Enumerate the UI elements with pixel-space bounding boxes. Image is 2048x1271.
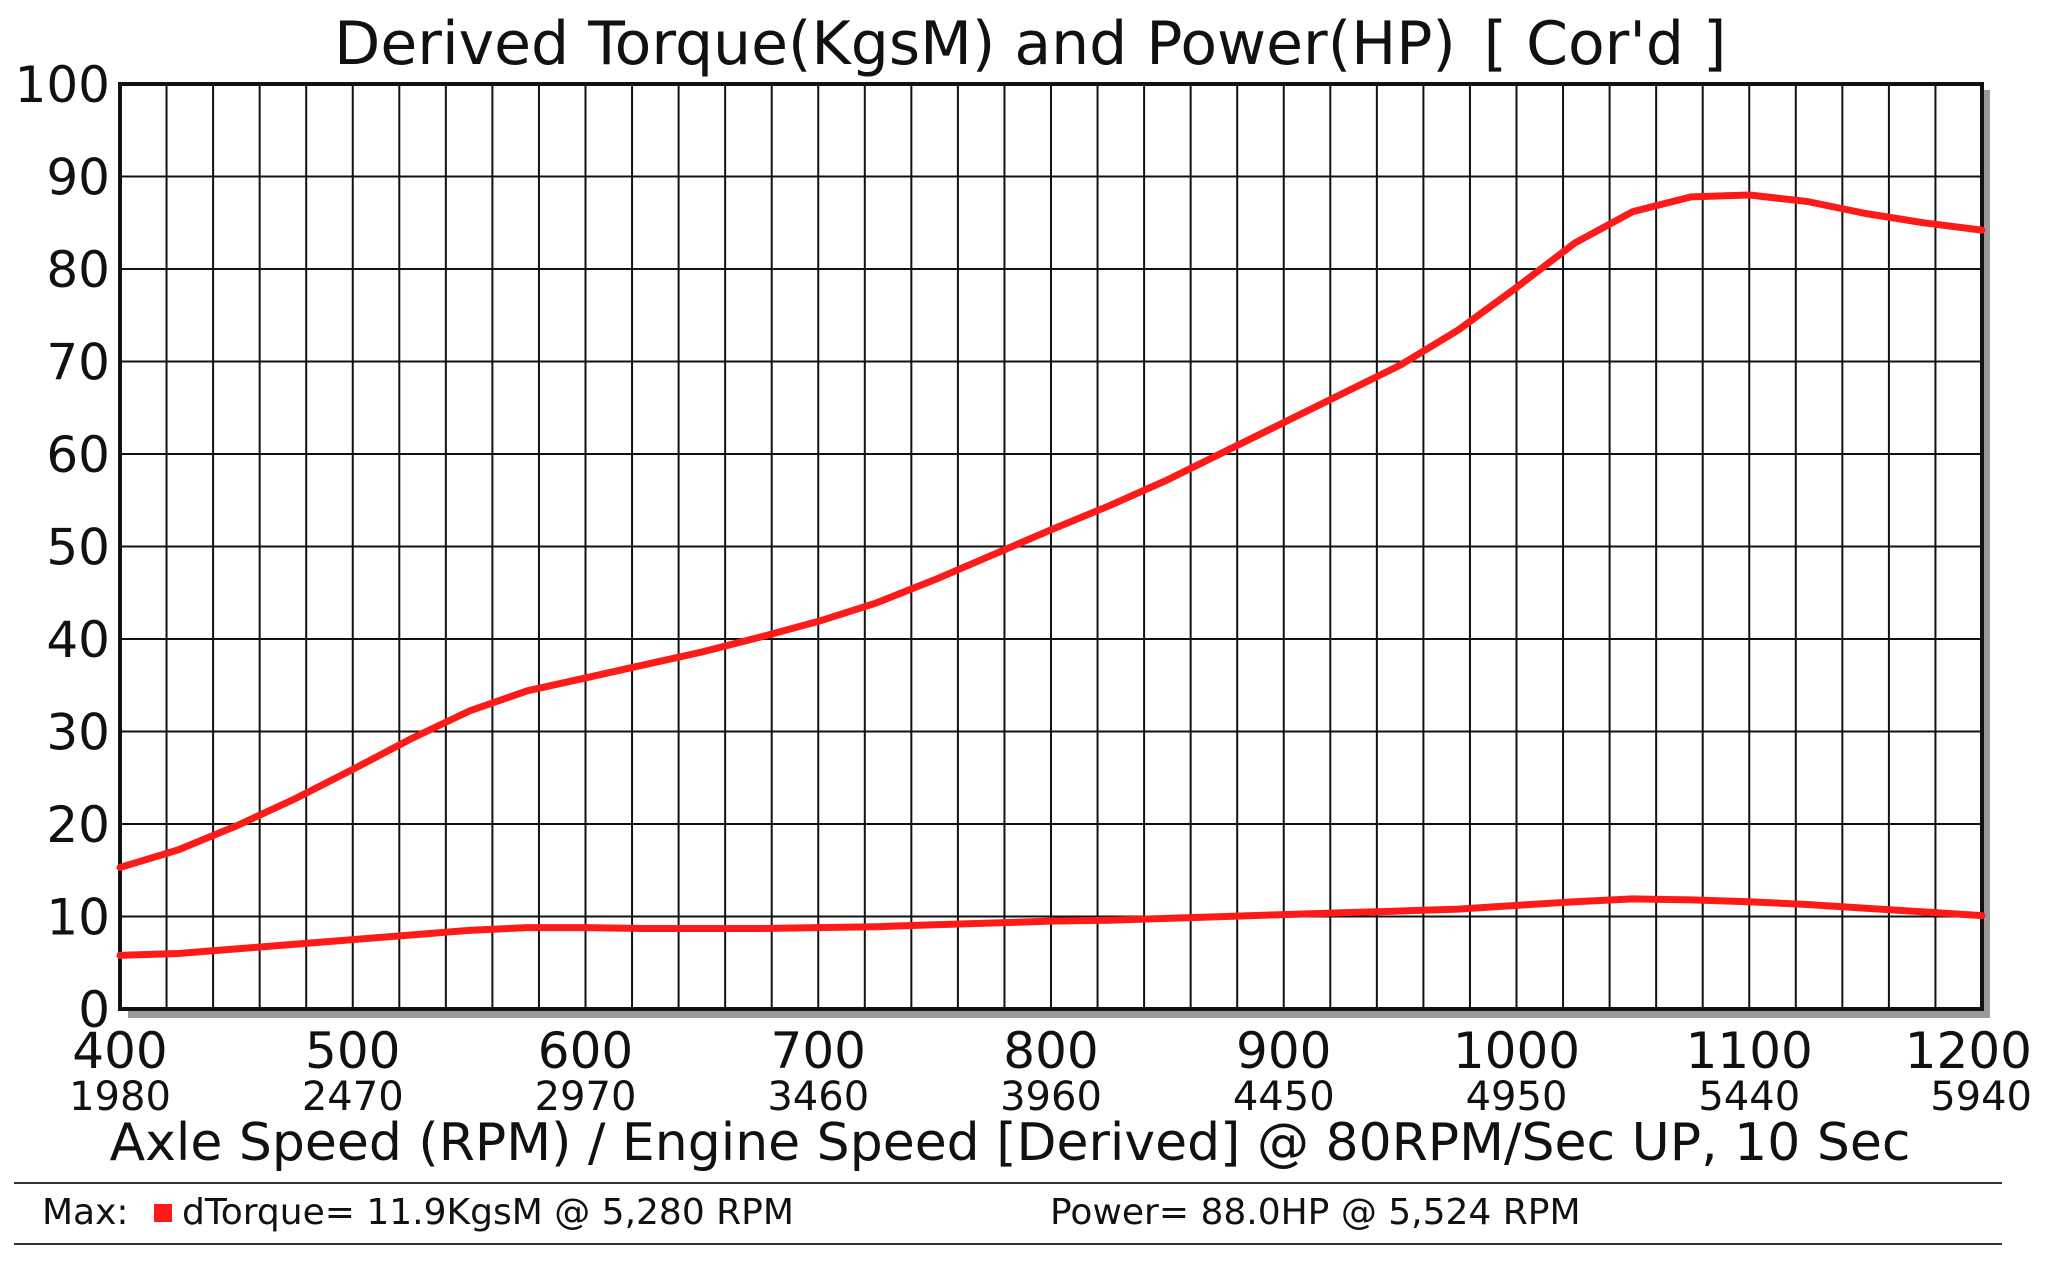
- series-layer: [116, 191, 1986, 959]
- y-tick-label: 60: [46, 426, 110, 484]
- x-tick-label: 700: [771, 1022, 866, 1080]
- x-tick-sublabel: 4950: [1466, 1074, 1568, 1120]
- footer-torque-max: dTorque= 11.9KgsM @ 5,280 RPM: [182, 1192, 794, 1233]
- x-tick-sublabel: 3960: [1000, 1074, 1102, 1120]
- x-tick-label: 500: [305, 1022, 400, 1080]
- series-line-dtorque: [116, 895, 1986, 959]
- y-tick-label: 0: [78, 981, 110, 1039]
- y-tick-label: 100: [15, 56, 110, 114]
- x-tick-label: 600: [538, 1022, 633, 1080]
- x-tick-sublabel: 3460: [767, 1074, 869, 1120]
- x-tick-sublabel: 4450: [1233, 1074, 1335, 1120]
- y-tick-label: 10: [46, 889, 110, 947]
- y-tick-label: 20: [46, 796, 110, 854]
- x-tick-label: 800: [1003, 1022, 1098, 1080]
- series-line-power: [116, 191, 1986, 871]
- x-tick-sublabel: 2470: [302, 1074, 404, 1120]
- y-tick-label: 90: [46, 149, 110, 207]
- y-tick-label: 30: [46, 704, 110, 762]
- y-tick-label: 80: [46, 241, 110, 299]
- x-tick-label: 1200: [1905, 1022, 2032, 1080]
- x-tick-label: 400: [72, 1022, 167, 1080]
- x-tick-label: 900: [1236, 1022, 1331, 1080]
- footer-power-max: Power= 88.0HP @ 5,524 RPM: [1050, 1192, 1581, 1233]
- grid-lines: [120, 84, 1982, 1009]
- y-tick-label: 70: [46, 334, 110, 392]
- x-tick-sublabel: 2970: [535, 1074, 637, 1120]
- x-axis-label: Axle Speed (RPM) / Engine Speed [Derived…: [110, 1113, 1911, 1173]
- y-tick-labels: 0 10 20 30 40 50 60 70 80 90 100: [15, 56, 110, 1039]
- x-tick-label: 1100: [1686, 1022, 1813, 1080]
- chart-title: Derived Torque(KgsM) and Power(HP): [334, 9, 1456, 79]
- footer-max-label: Max:: [42, 1192, 129, 1233]
- y-tick-label: 50: [46, 519, 110, 577]
- x-tick-sublabel: 5940: [1930, 1074, 2032, 1120]
- x-tick-sublabel: 1980: [69, 1074, 171, 1120]
- chart-title-correction: [ Cor'd ]: [1484, 9, 1727, 79]
- y-tick-label: 40: [46, 611, 110, 669]
- torque-legend-marker: [154, 1204, 172, 1222]
- x-tick-label: 1000: [1453, 1022, 1580, 1080]
- x-tick-sublabel: 5440: [1698, 1074, 1800, 1120]
